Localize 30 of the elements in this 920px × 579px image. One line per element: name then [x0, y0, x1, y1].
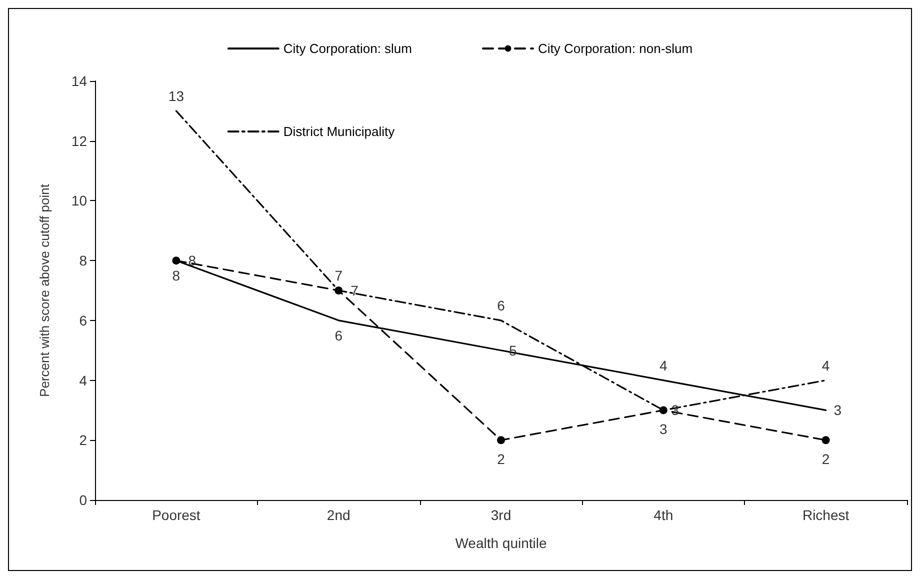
data-label: 3 [834, 402, 842, 418]
data-label: 6 [334, 327, 343, 344]
data-label: 4 [660, 357, 668, 374]
data-label: 8 [172, 268, 180, 284]
data-label: 3 [660, 421, 668, 438]
legend-label: City Corporation: non-slum [538, 41, 693, 56]
x-tick-label: 2nd [326, 507, 350, 523]
y-tick-label: 0 [79, 492, 88, 508]
y-tick-label: 6 [79, 312, 88, 328]
y-tick-label: 4 [79, 372, 88, 388]
data-label: 6 [497, 297, 506, 314]
data-label: 4 [822, 357, 830, 374]
legend-label: District Municipality [283, 124, 396, 139]
y-axis-title: Percent with score above cutoff point [37, 184, 52, 397]
y-tick-label: 12 [71, 132, 88, 149]
data-label: 2 [497, 451, 506, 468]
x-tick-label: Richest [802, 507, 850, 523]
x-axis-title: Wealth quintile [455, 535, 547, 551]
data-label: 13 [168, 88, 184, 104]
x-tick-label: 4th [654, 507, 674, 523]
y-tick-label: 14 [71, 73, 88, 89]
x-tick-label: Poorest [152, 507, 200, 523]
y-tick-label: 2 [79, 432, 88, 448]
y-tick-label: 10 [71, 192, 88, 209]
data-label: 7 [334, 268, 343, 284]
y-tick-label: 8 [79, 252, 88, 269]
legend-label: City Corporation: slum [283, 41, 412, 56]
x-tick-label: 3rd [490, 507, 512, 523]
data-label: 2 [822, 451, 830, 468]
data-label: 3 [671, 402, 680, 418]
